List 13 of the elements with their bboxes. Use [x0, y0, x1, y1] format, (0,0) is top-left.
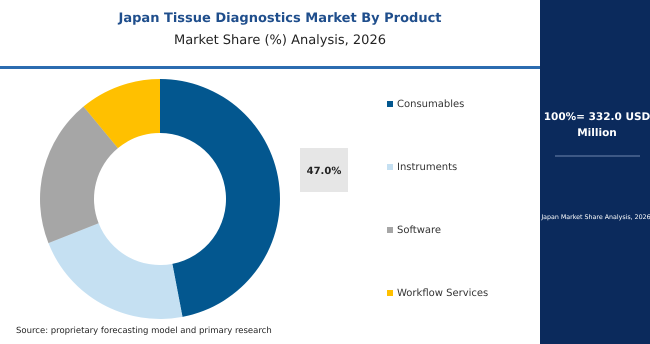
data-label: 47.0% — [306, 166, 342, 177]
legend-label: Instruments — [397, 162, 458, 173]
legend-label: Consumables — [397, 99, 464, 110]
source-note: Source: proprietary forecasting model and primary research — [16, 326, 272, 336]
donut-slice — [160, 79, 280, 317]
donut-slice — [48, 223, 182, 319]
chart-title: Japan Tissue Diagnostics Market By Product — [118, 11, 442, 26]
donut-slice — [84, 79, 160, 148]
legend-label: Software — [397, 225, 442, 236]
legend-label: Workflow Services — [397, 288, 488, 299]
chart-subtitle: Market Share (%) Analysis, 2026 — [174, 33, 386, 48]
text: 100%= 332.0 USD Million — [544, 111, 650, 139]
donut-slice — [40, 106, 118, 244]
